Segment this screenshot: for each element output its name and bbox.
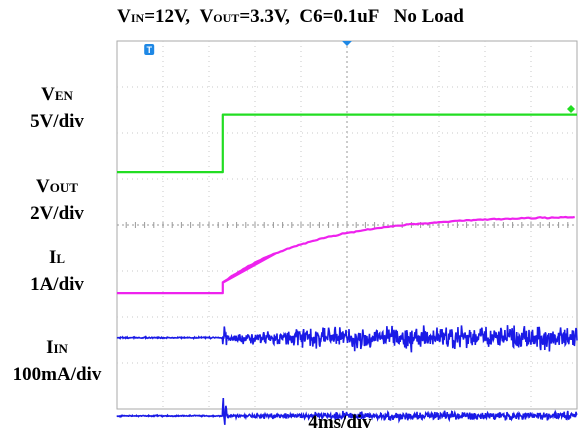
trigger-marker-label: T: [146, 45, 152, 55]
scope-markers: T: [144, 41, 575, 113]
ven-trace: [117, 113, 577, 174]
iin-label: IIN 100mA/div: [12, 337, 102, 385]
il-label: IL 1A/div: [30, 247, 84, 295]
scope-traces: [116, 113, 578, 425]
trigger-marker-icon: [144, 44, 155, 55]
time-position-marker: [342, 41, 352, 46]
il-trace: [116, 325, 578, 353]
iin-trace: [116, 397, 578, 425]
timebase-label: 4ms/div: [308, 412, 372, 433]
chart-title: VIN=12V, VOUT=3.3V, C6=0.1uF No Load: [117, 6, 464, 27]
ven-ref-marker: [567, 105, 575, 113]
vout-trace: [117, 215, 575, 295]
vout-label: VOUT 2V/div: [30, 176, 84, 224]
scope-grid: [116, 40, 578, 410]
ven-label: VEN 5V/div: [30, 84, 84, 132]
